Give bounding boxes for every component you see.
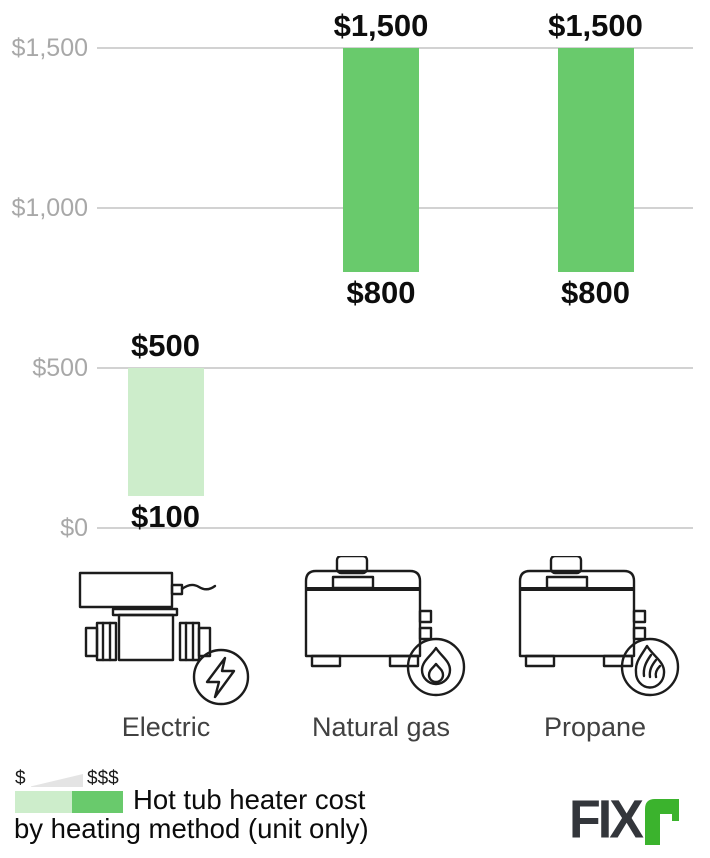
category-label-propane: Propane xyxy=(543,712,647,742)
legend-swatch-high xyxy=(72,791,123,813)
y-axis-tick-label: $0 xyxy=(60,514,88,542)
bar-max-label: $1,500 xyxy=(333,8,429,43)
y-axis-tick-label: $1,000 xyxy=(11,194,88,222)
fixr-logo-text: FIX xyxy=(569,789,644,851)
bar-natural-gas xyxy=(343,48,419,272)
legend-low-symbol: $ xyxy=(15,768,26,789)
bar-propane xyxy=(557,48,634,272)
category-label-electric: Electric xyxy=(121,712,211,742)
flame-badge xyxy=(406,637,466,697)
bar-electric xyxy=(127,368,204,496)
gridline-0 xyxy=(97,527,693,529)
category-label-natural-gas: Natural gas xyxy=(311,712,451,742)
electric-heater-icon xyxy=(78,571,250,706)
fixr-logo: FIX xyxy=(569,789,679,851)
bar-min-label: $800 xyxy=(346,275,416,310)
y-axis-tick-label: $1,500 xyxy=(11,34,88,62)
legend-high-symbol: $$$ xyxy=(87,768,119,789)
legend-swatches xyxy=(15,791,123,813)
category-figure-propane: Propane xyxy=(485,556,705,743)
bar-min-label: $800 xyxy=(561,275,630,310)
propane-flame-badge xyxy=(620,637,680,697)
category-figure-natural-gas: Natural gas xyxy=(271,556,491,743)
chart-title: Hot tub heater cost by heating method (un… xyxy=(14,785,434,843)
bar-max-label: $1,500 xyxy=(548,8,643,43)
gridline-500 xyxy=(97,367,693,369)
bar-max-label: $500 xyxy=(131,328,200,363)
chart-title-line1: Hot tub heater cost xyxy=(133,784,366,815)
bar-min-label: $100 xyxy=(131,499,200,534)
legend-swatch-low xyxy=(15,791,72,813)
lightning-bolt-badge xyxy=(192,648,250,706)
fixr-logo-r-icon xyxy=(644,799,679,845)
propane-heater-icon xyxy=(518,556,680,697)
y-axis-tick-label: $500 xyxy=(32,354,88,382)
category-figure-electric: Electric xyxy=(56,556,276,743)
natural-gas-heater-icon xyxy=(304,556,466,697)
chart-title-line2: by heating method (unit only) xyxy=(14,813,369,844)
